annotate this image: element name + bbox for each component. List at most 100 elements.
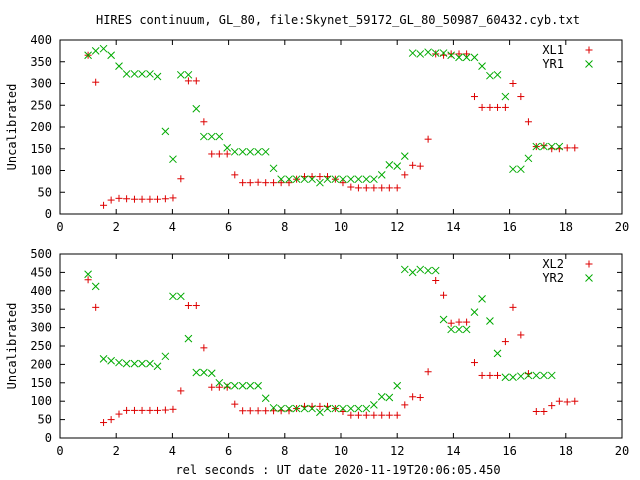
data-point-yr1 [516, 165, 525, 174]
data-point-yr1 [308, 175, 316, 184]
y-tick-label: 150 [30, 376, 52, 390]
data-point-yr1 [246, 147, 255, 156]
y-tick-label: 500 [30, 247, 52, 261]
data-point-yr2 [385, 393, 394, 402]
data-point-yr2 [339, 404, 347, 413]
data-point-yr1 [230, 147, 239, 156]
data-point-yr2 [169, 292, 177, 301]
data-point-yr2 [416, 265, 425, 274]
data-point-yr1 [509, 165, 517, 174]
data-point-yr2 [524, 371, 533, 380]
data-point-yr2 [393, 381, 402, 390]
data-point-yr2 [493, 349, 502, 358]
data-point-yr1 [200, 132, 208, 141]
x-tick-label: 20 [615, 220, 629, 234]
data-point-xl2 [84, 276, 92, 284]
data-point-yr1 [462, 53, 471, 62]
data-point-yr1 [501, 92, 510, 101]
x-tick-label: 8 [281, 220, 288, 234]
y-tick-label: 200 [30, 120, 52, 134]
data-point-xl2 [517, 331, 525, 339]
y-tick-label: 300 [30, 321, 52, 335]
data-point-yr1 [153, 72, 162, 81]
x-tick-label: 2 [113, 220, 120, 234]
data-point-xl2 [223, 383, 231, 391]
data-point-xl1 [517, 93, 525, 101]
data-point-xl1 [424, 135, 432, 143]
data-point-yr1 [416, 50, 425, 58]
data-point-xl2 [184, 302, 192, 310]
data-point-xl1 [501, 103, 509, 111]
y-tick-labels: 0 50 100 150 200 250 300 350 400 [30, 33, 52, 221]
data-point-xl1 [285, 179, 293, 187]
data-point-yr2 [478, 295, 486, 303]
data-point-xl2 [146, 406, 154, 414]
data-point-yr1 [547, 142, 556, 151]
x-tick-label: 12 [390, 444, 404, 458]
data-point-yr1 [400, 152, 409, 160]
data-point-yr1 [331, 175, 340, 184]
y-tick-label: 200 [30, 357, 52, 371]
y-axis-label: Uncalibrated [5, 303, 19, 390]
y-tick-labels: 0 50 100 150 200 250 300 350 400 450 500 [30, 247, 52, 445]
data-point-xl1 [231, 171, 239, 179]
data-point-xl1 [416, 162, 424, 170]
data-point-yr1 [91, 47, 100, 55]
data-point-yr2 [91, 282, 100, 291]
top-panel: Uncalibrated 0 2 4 6 8 10 12 14 16 18 20 0 50 100 150… [5, 33, 629, 234]
data-point-xl2 [416, 394, 424, 402]
data-point-yr2 [400, 265, 409, 274]
data-point-yr1 [176, 70, 185, 79]
data-point-yr2 [377, 392, 386, 401]
data-point-xl1 [316, 173, 324, 181]
data-point-yr2 [331, 404, 340, 413]
data-point-xl1 [184, 77, 192, 85]
data-point-yr1 [269, 164, 278, 173]
data-point-xl2 [478, 371, 486, 379]
data-point-xl2 [316, 402, 324, 410]
data-point-yr1 [339, 175, 347, 184]
y-tick-label: 350 [30, 302, 52, 316]
data-point-xl1 [470, 93, 478, 101]
x-tick-label: 0 [56, 220, 63, 234]
data-point-yr1 [439, 49, 448, 57]
data-point-xl1 [161, 195, 169, 203]
data-point-yr1 [540, 142, 548, 151]
data-point-yr2 [261, 394, 270, 403]
data-point-xl1 [200, 118, 208, 126]
data-point-xl2 [246, 407, 254, 415]
data-point-yr1 [431, 49, 440, 57]
data-point-yr1 [184, 70, 193, 79]
data-point-yr2 [292, 404, 301, 413]
data-point-yr2 [138, 359, 146, 368]
x-tick-label: 20 [615, 444, 629, 458]
data-point-xl2 [200, 344, 208, 352]
x-tick-label: 4 [169, 220, 176, 234]
data-point-yr2 [532, 371, 541, 380]
data-point-xl2 [262, 407, 270, 415]
data-point-xl1 [130, 195, 138, 203]
data-point-xl1 [347, 183, 355, 191]
data-point-yr1 [277, 175, 286, 184]
data-point-xl1 [571, 144, 579, 152]
x-tick-label: 10 [334, 220, 348, 234]
data-point-yr1 [377, 170, 386, 179]
data-point-yr2 [115, 358, 123, 367]
x-tick-label: 12 [390, 220, 404, 234]
legend-label: XL2 [542, 257, 564, 271]
data-point-yr2 [408, 268, 417, 277]
axis-ticks [59, 253, 623, 439]
data-point-yr1 [370, 175, 378, 184]
x-tick-label: 16 [502, 444, 516, 458]
data-point-xl1 [138, 195, 146, 203]
data-point-yr2 [346, 404, 355, 413]
data-point-xl1 [208, 150, 216, 158]
data-point-yr2 [238, 381, 247, 390]
data-point-xl2 [347, 411, 355, 419]
data-point-yr1 [207, 132, 216, 141]
data-point-xl1 [362, 184, 370, 192]
data-point-yr2 [323, 404, 332, 413]
data-point-yr2 [300, 404, 309, 413]
data-point-yr2 [200, 368, 208, 377]
